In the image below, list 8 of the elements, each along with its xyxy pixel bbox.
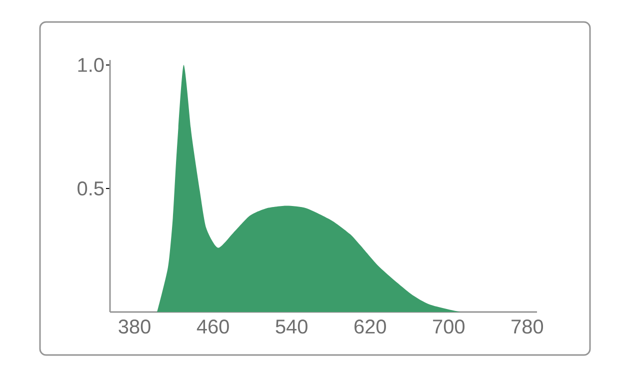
y-tick-label: 0.5 xyxy=(78,181,104,196)
x-tick-label: 380 xyxy=(118,320,150,334)
x-tick-label: 620 xyxy=(354,320,386,334)
y-tick-label: 1.0 xyxy=(78,58,104,72)
x-tick-label: 780 xyxy=(512,320,544,334)
x-tick-label: 700 xyxy=(433,320,464,334)
x-tick-label: 460 xyxy=(196,320,229,334)
x-tick-label: 540 xyxy=(276,320,308,334)
